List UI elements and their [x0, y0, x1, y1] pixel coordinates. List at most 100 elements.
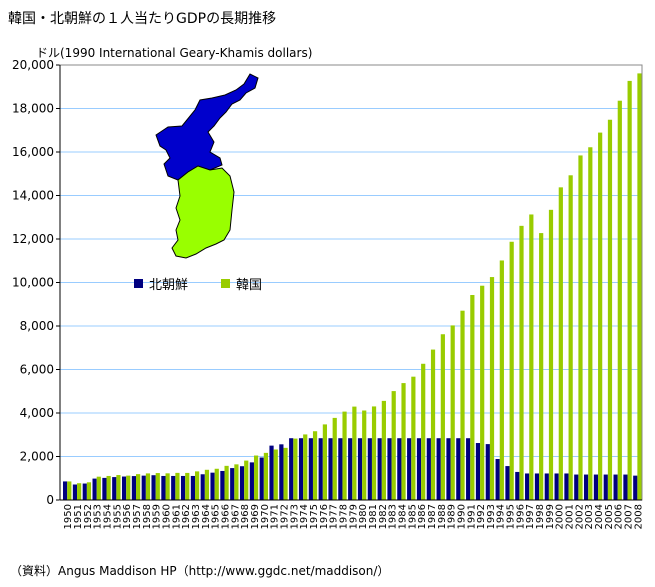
- x-tick-label: 1955: [112, 504, 123, 529]
- y-tick-label: 10,000: [12, 276, 54, 290]
- bar-south-korea: [568, 175, 573, 500]
- bar-north-korea: [436, 438, 441, 500]
- bar-south-korea: [312, 431, 318, 500]
- bar-south-korea: [155, 473, 160, 500]
- bar-south-korea: [145, 473, 151, 500]
- bar-north-korea: [259, 457, 264, 500]
- bar-north-korea: [377, 438, 382, 500]
- bar-north-korea: [544, 473, 549, 500]
- bar-south-korea: [411, 376, 416, 500]
- bar-south-korea: [126, 475, 131, 500]
- bar-south-korea: [322, 424, 327, 500]
- bar-south-korea: [637, 73, 642, 500]
- bar-south-korea: [342, 411, 347, 500]
- x-tick-label: 1976: [319, 504, 330, 529]
- bar-north-korea: [534, 473, 540, 500]
- bar-south-korea: [558, 187, 563, 500]
- bar-south-korea: [617, 100, 622, 500]
- x-tick-label: 1974: [299, 504, 310, 529]
- bar-north-korea: [161, 475, 166, 500]
- x-tick-label: 1959: [152, 504, 163, 529]
- legend-label-south-korea: 韓国: [236, 278, 262, 293]
- bar-south-korea: [480, 285, 485, 500]
- x-tick-label: 1993: [486, 504, 497, 529]
- bar-south-korea: [578, 155, 583, 500]
- korea-map: [155, 73, 259, 259]
- bar-north-korea: [623, 474, 628, 500]
- x-tick-label: 1967: [230, 504, 241, 529]
- bar-south-korea: [77, 483, 82, 500]
- x-tick-label: 1999: [545, 504, 556, 529]
- bar-north-korea: [367, 438, 372, 500]
- bar-south-korea: [588, 147, 593, 501]
- bar-south-korea: [627, 80, 632, 501]
- x-tick-label: 1975: [309, 504, 320, 529]
- x-tick-label: 2007: [624, 504, 635, 529]
- legend-swatch-south-korea: [221, 279, 230, 288]
- y-axis-label: ドル(1990 International Geary-Khamis dolla…: [36, 46, 313, 60]
- y-tick-label: 2,000: [20, 450, 54, 464]
- bar-south-korea: [598, 132, 603, 500]
- x-tick-label: 1987: [427, 504, 438, 529]
- y-tick-label: 4,000: [20, 406, 54, 420]
- bar-north-korea: [348, 438, 353, 500]
- bar-south-korea: [371, 406, 377, 500]
- bar-north-korea: [102, 477, 107, 500]
- bar-north-korea: [387, 438, 392, 500]
- bar-north-korea: [190, 475, 195, 500]
- bar-north-korea: [200, 474, 205, 500]
- x-tick-label: 1997: [525, 504, 536, 529]
- bar-south-korea: [224, 465, 229, 500]
- bar-north-korea: [318, 438, 323, 500]
- x-tick-label: 1984: [397, 504, 408, 529]
- bar-north-korea: [416, 438, 422, 500]
- bar-south-korea: [106, 475, 111, 500]
- bar-north-korea: [456, 438, 461, 500]
- bar-south-korea: [293, 438, 298, 500]
- x-tick-label: 1977: [329, 504, 340, 529]
- bar-north-korea: [554, 473, 559, 500]
- x-tick-label: 2005: [604, 504, 615, 529]
- x-tick-label: 1995: [506, 504, 517, 529]
- bar-north-korea: [141, 475, 146, 500]
- bar-north-korea: [220, 470, 225, 500]
- bar-north-korea: [515, 471, 520, 500]
- legend: 北朝鮮 韓国: [134, 278, 262, 293]
- bar-south-korea: [273, 449, 278, 500]
- x-tick-label: 1963: [191, 504, 202, 529]
- y-tick-label: 16,000: [12, 145, 54, 159]
- bar-north-korea: [63, 481, 68, 500]
- bar-north-korea: [475, 443, 481, 500]
- bar-north-korea: [121, 476, 127, 500]
- bar-north-korea: [495, 459, 500, 500]
- bar-south-korea: [263, 452, 269, 500]
- x-tick-label: 1972: [279, 504, 290, 529]
- bar-south-korea: [214, 468, 219, 500]
- x-tick-label: 1981: [368, 504, 379, 529]
- bar-south-korea: [607, 119, 613, 500]
- bar-south-korea: [460, 310, 465, 500]
- bar-north-korea: [485, 444, 490, 500]
- bar-south-korea: [440, 334, 445, 500]
- bar-south-korea: [303, 434, 308, 500]
- bar-north-korea: [505, 466, 510, 500]
- bar-south-korea: [548, 209, 554, 500]
- bar-north-korea: [308, 438, 313, 500]
- bar-south-korea: [519, 225, 524, 500]
- x-tick-label: 1954: [103, 504, 114, 529]
- x-tick-label: 1998: [535, 504, 546, 529]
- bar-north-korea: [426, 438, 431, 500]
- x-tick-label: 2003: [584, 504, 595, 529]
- bar-north-korea: [466, 438, 471, 500]
- bar-north-korea: [171, 475, 176, 500]
- x-tick-label: 1990: [456, 504, 467, 529]
- x-tick-label: 1957: [132, 504, 143, 529]
- x-tick-label: 1980: [358, 504, 369, 529]
- y-tick-label: 20,000: [12, 58, 54, 72]
- x-tick-label: 1982: [378, 504, 389, 529]
- bar-south-korea: [234, 464, 239, 500]
- x-tick-label: 1986: [417, 504, 428, 529]
- bar-south-korea: [185, 472, 190, 500]
- x-tick-label: 1950: [63, 504, 74, 529]
